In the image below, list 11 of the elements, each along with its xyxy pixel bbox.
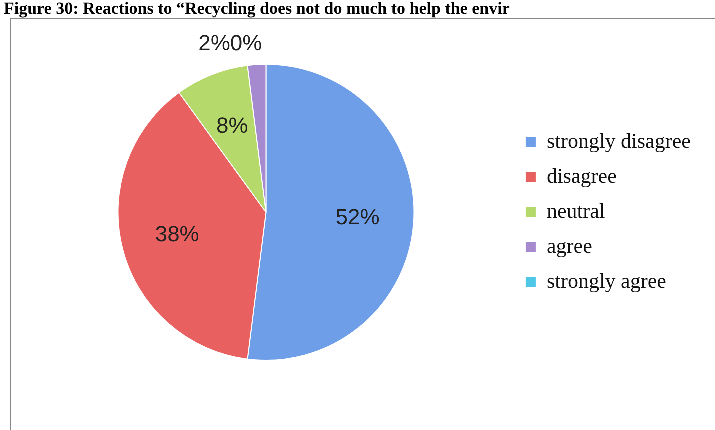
legend-label: strongly agree	[546, 269, 666, 294]
data-label: 2%	[198, 30, 230, 56]
data-label: 38%	[155, 221, 200, 246]
chart-title: Figure 30: Reactions to “Recycling does not do much to help the envir	[4, 0, 510, 19]
data-label: 8%	[216, 113, 248, 138]
legend-label: disagree	[546, 164, 617, 188]
legend-label: neutral	[546, 199, 606, 224]
legend-label: strongly disagree	[546, 129, 691, 154]
legend-label: agree	[546, 234, 592, 258]
data-label: 52%	[336, 204, 380, 230]
text: 0%	[230, 30, 262, 56]
